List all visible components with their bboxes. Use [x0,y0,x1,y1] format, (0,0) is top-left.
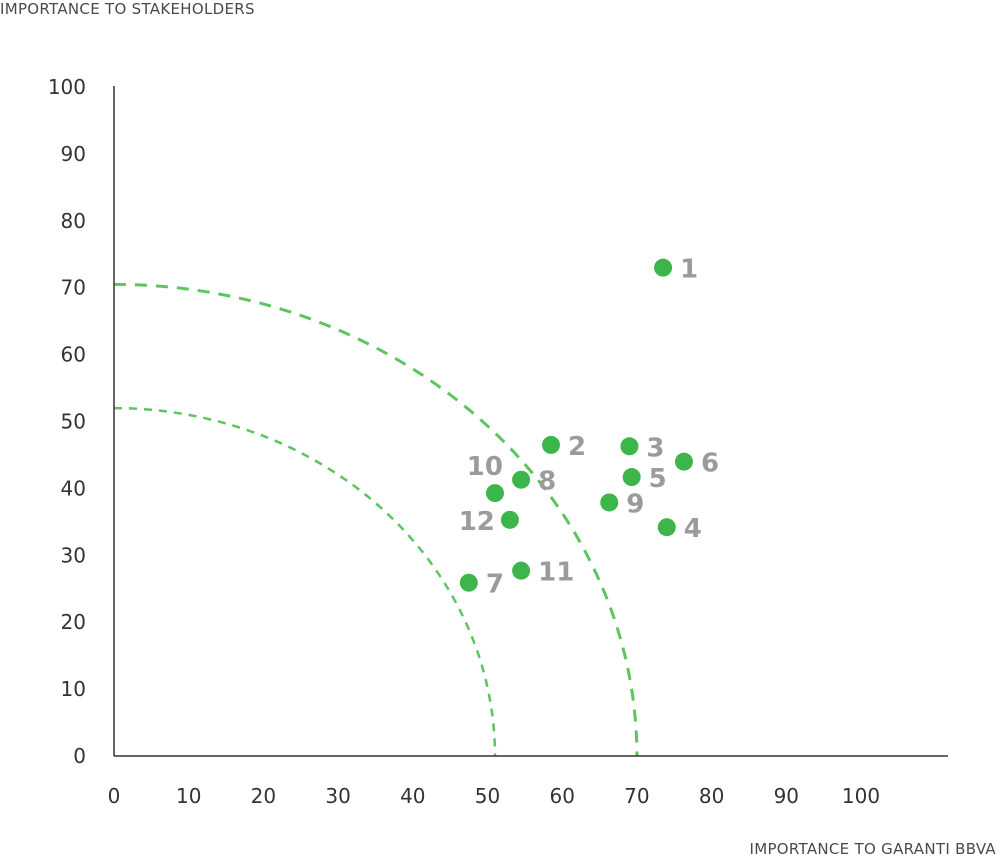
x-axis-title: IMPORTANCE TO GARANTI BBVA [749,840,996,858]
data-point-4 [657,518,676,537]
data-point-6 [674,452,693,471]
y-tick-label: 10 [61,677,86,701]
x-tick-label: 100 [842,784,880,808]
data-point-2 [541,435,560,454]
data-points [459,258,693,592]
x-tick-label: 0 [108,784,121,808]
data-point-label-7: 7 [486,570,504,600]
data-point-label-9: 9 [626,489,644,519]
y-axis-ticks: 0 10 20 30 40 50 60 70 80 90 100 [48,75,86,768]
y-tick-label: 30 [61,543,86,567]
data-point-label-5: 5 [649,464,667,494]
x-tick-label: 40 [400,784,425,808]
threshold-curve-1 [113,406,497,757]
x-axis-ticks: 0 10 20 30 40 50 60 70 80 90 100 [108,784,880,808]
data-point-label-10: 10 [467,452,503,482]
data-point-label-8: 8 [538,467,556,497]
y-tick-label: 70 [61,276,86,300]
x-tick-label: 50 [475,784,500,808]
data-point-label-2: 2 [568,432,586,462]
y-tick-label: 0 [73,744,86,768]
data-point-5 [622,468,641,487]
data-point-10 [485,484,504,503]
data-point-label-3: 3 [646,433,664,463]
x-tick-label: 20 [251,784,276,808]
x-tick-label: 90 [774,784,799,808]
y-tick-label: 50 [61,410,86,434]
data-point-label-11: 11 [538,558,574,588]
threshold-curve-2 [113,282,639,757]
data-point-label-4: 4 [684,514,702,544]
threshold-curves [113,282,639,757]
data-point-label-6: 6 [701,449,719,479]
y-tick-label: 90 [61,142,86,166]
x-tick-label: 30 [325,784,350,808]
x-tick-label: 60 [549,784,574,808]
data-point-label-12: 12 [459,507,495,537]
data-point-11 [512,561,531,580]
data-point-label-1: 1 [680,255,698,285]
x-tick-label: 70 [624,784,649,808]
y-tick-label: 100 [48,75,86,99]
data-point-3 [620,437,639,456]
y-tick-label: 60 [61,343,86,367]
data-point-9 [600,493,619,512]
y-tick-label: 20 [61,610,86,634]
y-axis-title: IMPORTANCE TO STAKEHOLDERS [0,0,255,18]
data-point-8 [512,470,531,489]
y-tick-label: 80 [61,209,86,233]
data-point-1 [654,258,673,277]
x-tick-label: 10 [176,784,201,808]
axes [113,86,948,757]
data-point-7 [459,573,478,592]
data-point-12 [500,510,519,529]
x-tick-label: 80 [699,784,724,808]
y-tick-label: 40 [61,476,86,500]
